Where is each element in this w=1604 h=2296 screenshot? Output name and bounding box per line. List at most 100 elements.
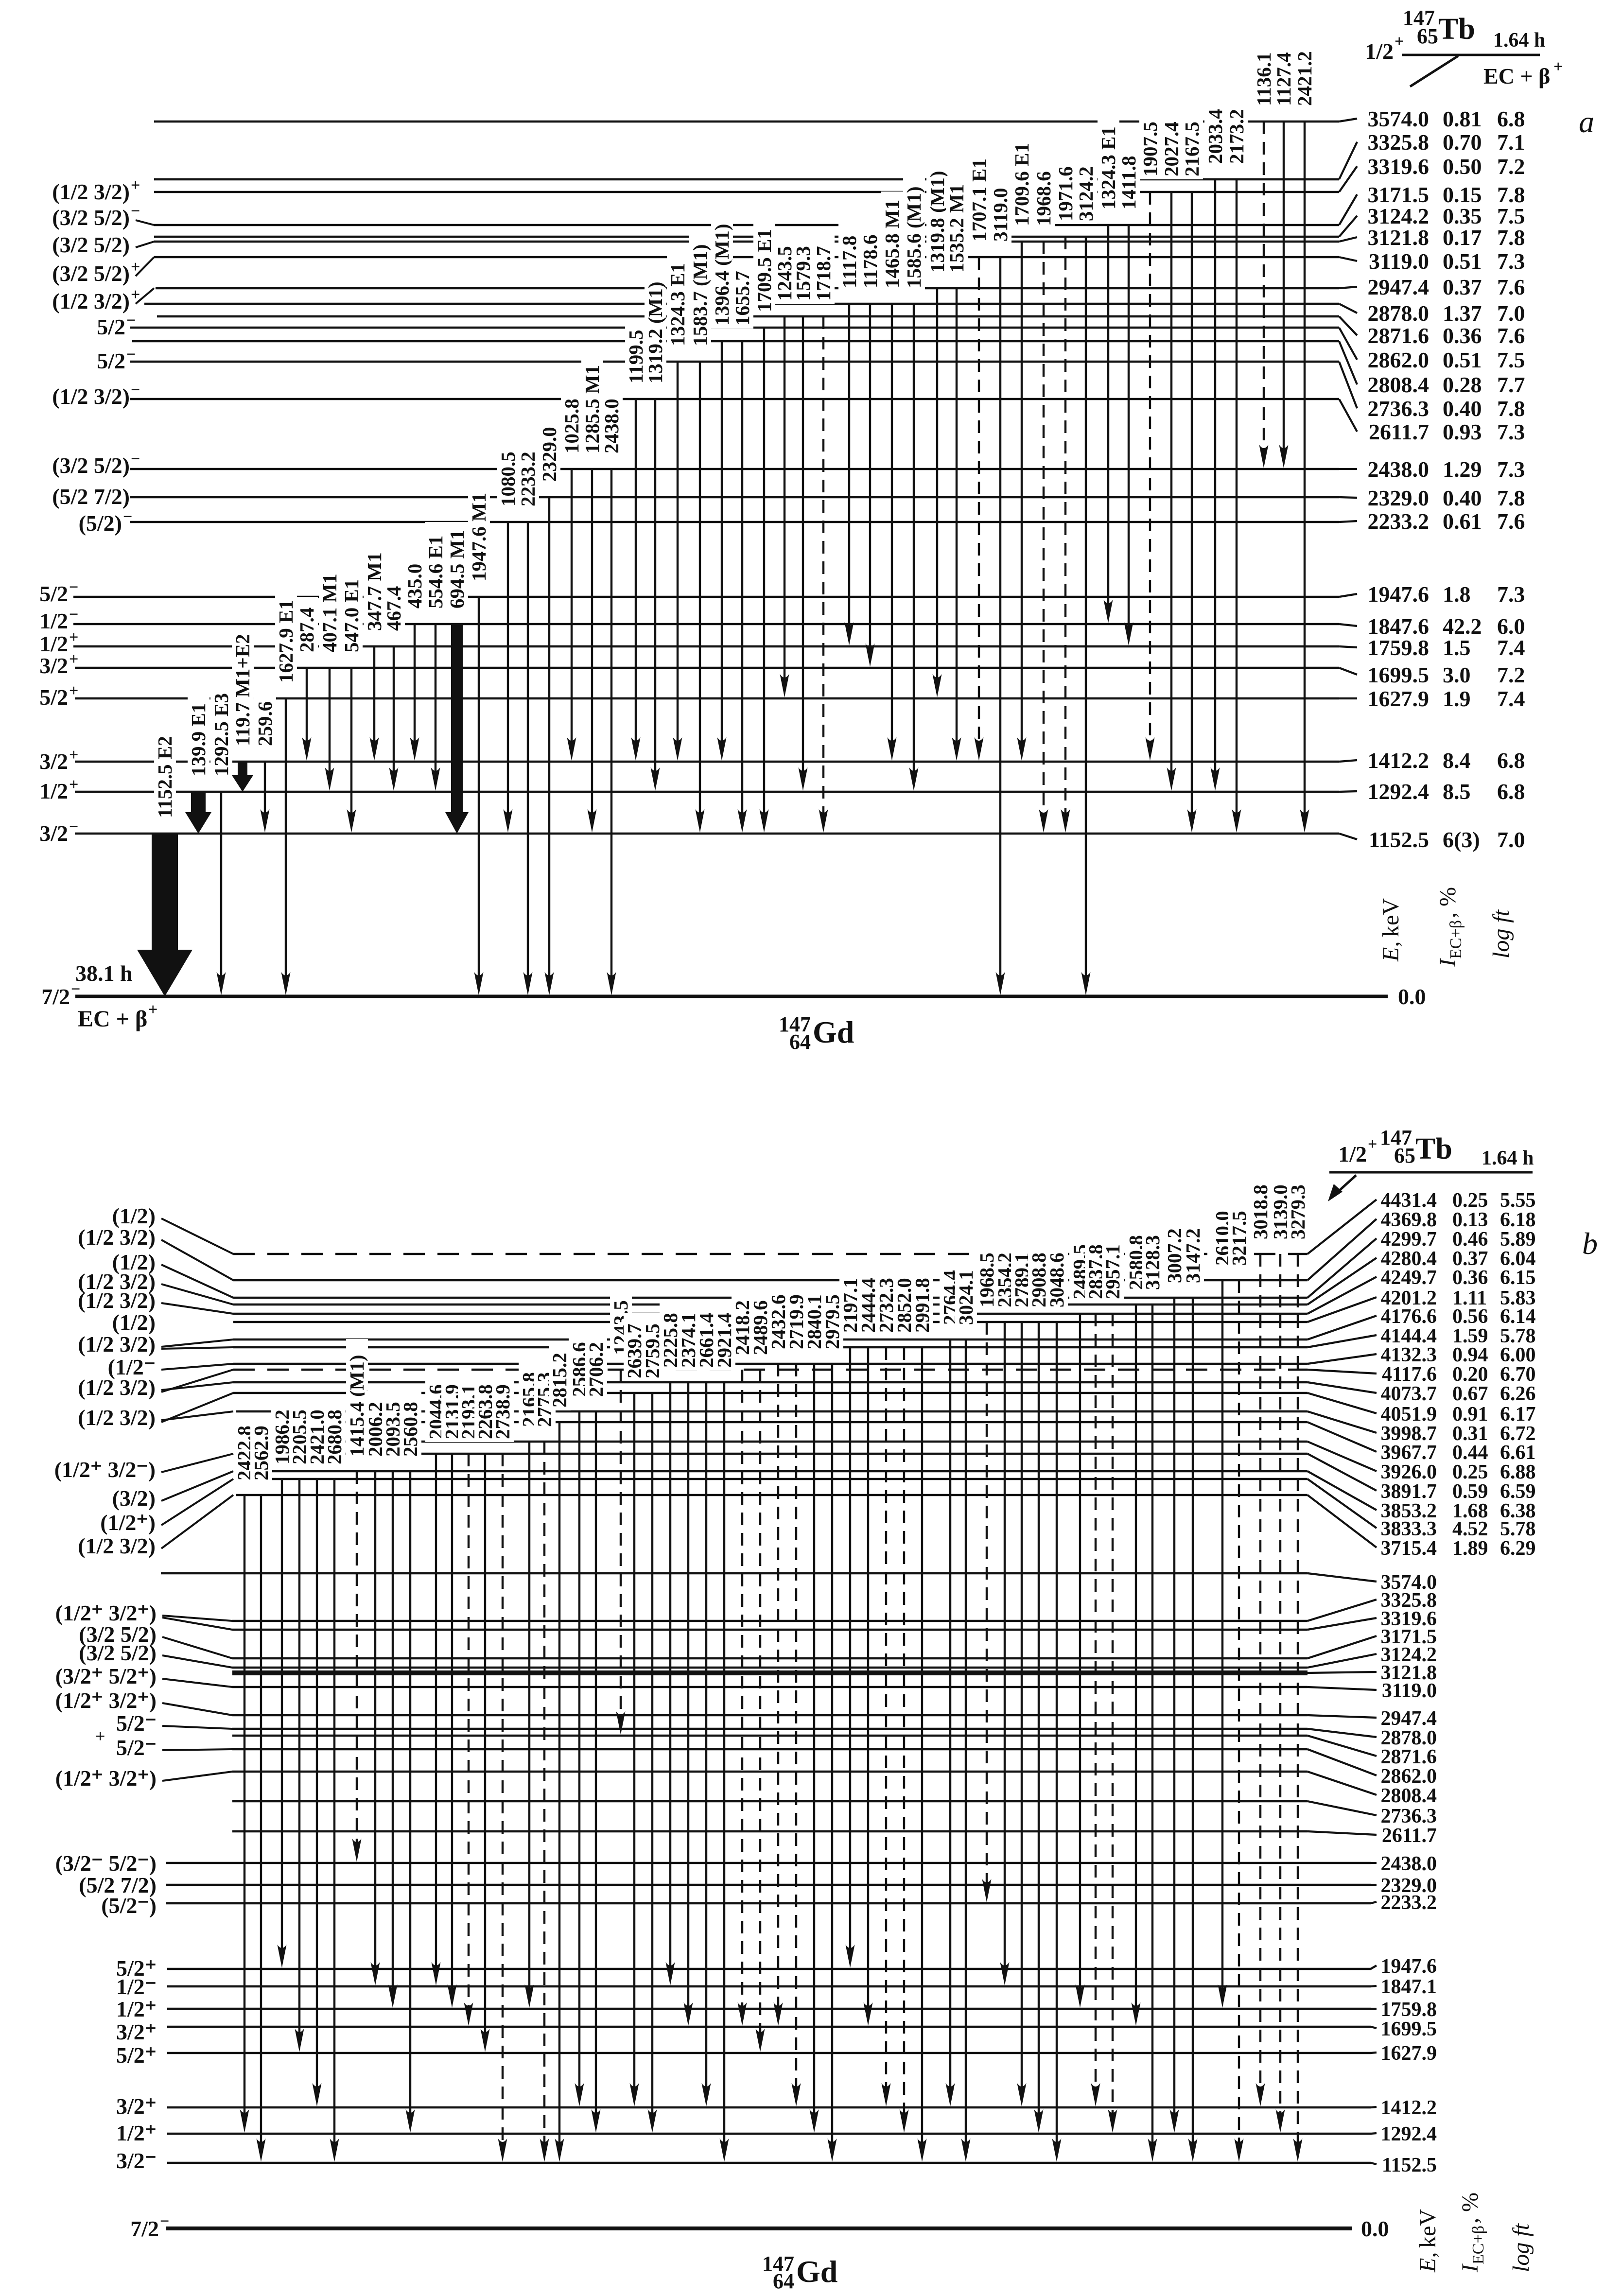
svg-text:2947.4: 2947.4 xyxy=(1368,275,1430,299)
svg-text:147: 147 xyxy=(779,1012,811,1036)
svg-text:1319.2 (M1): 1319.2 (M1) xyxy=(644,281,666,383)
svg-text:2808.4: 2808.4 xyxy=(1381,1785,1437,1807)
svg-text:2611.7: 2611.7 xyxy=(1382,1825,1437,1847)
svg-text:3715.4: 3715.4 xyxy=(1381,1537,1437,1560)
svg-text:(1/2 3/2): (1/2 3/2) xyxy=(78,1225,156,1250)
svg-text:1/2⁻: 1/2⁻ xyxy=(116,1974,157,1999)
svg-text:log ft: log ft xyxy=(1488,909,1514,958)
svg-text:2027.4: 2027.4 xyxy=(1160,122,1183,176)
svg-text:7.6: 7.6 xyxy=(1497,509,1525,534)
svg-text:2736.3: 2736.3 xyxy=(1381,1805,1437,1827)
svg-text:64: 64 xyxy=(789,1030,811,1054)
svg-text:1/2: 1/2 xyxy=(39,631,68,656)
svg-text:0.0: 0.0 xyxy=(1361,2216,1389,2241)
svg-text:a: a xyxy=(1579,104,1594,139)
svg-text:3926.0: 3926.0 xyxy=(1381,1461,1437,1483)
svg-text:Gd: Gd xyxy=(813,1015,854,1049)
svg-text:7.5: 7.5 xyxy=(1497,204,1525,228)
svg-text:(5/2 7/2): (5/2 7/2) xyxy=(52,484,130,509)
svg-text:3853.2: 3853.2 xyxy=(1381,1500,1437,1522)
svg-text:(1/2 3/2): (1/2 3/2) xyxy=(78,1533,156,1558)
svg-text:3/2: 3/2 xyxy=(39,821,68,846)
svg-text:1699.5: 1699.5 xyxy=(1368,662,1430,687)
svg-text:4431.4: 4431.4 xyxy=(1381,1189,1437,1212)
svg-text:1585.6 (M1): 1585.6 (M1) xyxy=(903,186,925,288)
svg-text:5/2⁺: 5/2⁺ xyxy=(116,1956,157,1981)
svg-text:3279.3: 3279.3 xyxy=(1287,1184,1309,1239)
svg-text:2957.1: 2957.1 xyxy=(1101,1244,1124,1299)
svg-text:3/2⁻: 3/2⁻ xyxy=(116,2148,157,2173)
svg-text:1968.6: 1968.6 xyxy=(1032,171,1055,226)
svg-text:1.64 h: 1.64 h xyxy=(1482,1147,1534,1169)
svg-text:4.52: 4.52 xyxy=(1452,1518,1488,1540)
svg-text:7.2: 7.2 xyxy=(1497,662,1525,687)
svg-text:0.91: 0.91 xyxy=(1452,1403,1488,1426)
svg-text:(3/2): (3/2) xyxy=(112,1486,156,1511)
svg-text:1243.5: 1243.5 xyxy=(773,246,796,301)
svg-text:0.37: 0.37 xyxy=(1452,1248,1488,1270)
svg-text:1847.1: 1847.1 xyxy=(1381,1976,1437,1998)
svg-text:7.8: 7.8 xyxy=(1497,486,1525,510)
svg-text:3967.7: 3967.7 xyxy=(1381,1442,1437,1464)
svg-text:3325.8: 3325.8 xyxy=(1381,1589,1437,1612)
svg-text:1/2: 1/2 xyxy=(39,609,68,633)
svg-text:7.8: 7.8 xyxy=(1497,225,1525,250)
svg-text:6.15: 6.15 xyxy=(1500,1267,1536,1289)
svg-text:7.8: 7.8 xyxy=(1497,396,1525,421)
svg-text:+: + xyxy=(131,176,140,194)
svg-text:1324.3 E1: 1324.3 E1 xyxy=(666,263,689,346)
svg-text:(1/2⁺ 3/2⁺): (1/2⁺ 3/2⁺) xyxy=(55,1600,157,1625)
svg-text:7.7: 7.7 xyxy=(1497,372,1525,397)
svg-text:42.2: 42.2 xyxy=(1443,614,1482,639)
svg-text:3319.6: 3319.6 xyxy=(1368,154,1430,179)
svg-text:Tb: Tb xyxy=(1438,13,1475,46)
svg-text:−: − xyxy=(160,2212,169,2230)
svg-text:5/2: 5/2 xyxy=(39,581,68,606)
svg-text:547.0 E1: 547.0 E1 xyxy=(340,579,363,652)
svg-text:2815.2: 2815.2 xyxy=(548,1353,571,1408)
svg-text:5.78: 5.78 xyxy=(1500,1325,1536,1347)
svg-text:7.1: 7.1 xyxy=(1497,130,1525,155)
svg-text:(1/2⁺ 3/2⁺): (1/2⁺ 3/2⁺) xyxy=(55,1688,157,1713)
svg-text:2871.6: 2871.6 xyxy=(1368,323,1430,348)
svg-text:(3/2 5/2): (3/2 5/2) xyxy=(79,1622,157,1647)
svg-text:1412.2: 1412.2 xyxy=(1381,2097,1437,2119)
svg-text:EC+β: EC+β xyxy=(1469,2226,1487,2264)
svg-text:0.81: 0.81 xyxy=(1443,106,1482,131)
svg-text:119.7 M1+E2: 119.7 M1+E2 xyxy=(231,634,254,746)
svg-text:259.6: 259.6 xyxy=(254,701,276,746)
svg-text:4249.7: 4249.7 xyxy=(1381,1267,1437,1289)
svg-text:0.13: 0.13 xyxy=(1452,1209,1488,1231)
svg-text:5.89: 5.89 xyxy=(1500,1228,1536,1251)
svg-text:1627.9: 1627.9 xyxy=(1368,686,1430,711)
svg-text:1324.3 E1: 1324.3 E1 xyxy=(1097,126,1119,209)
svg-text:log ft: log ft xyxy=(1508,2223,1534,2272)
svg-text:1709.6 E1: 1709.6 E1 xyxy=(1011,143,1033,226)
svg-text:6.88: 6.88 xyxy=(1500,1461,1536,1483)
svg-text:407.1 M1: 407.1 M1 xyxy=(318,574,341,652)
svg-text:3574.0: 3574.0 xyxy=(1368,106,1430,131)
svg-text:I: I xyxy=(1435,958,1461,967)
svg-text:−: − xyxy=(69,606,78,624)
svg-text:(1/2⁺): (1/2⁺) xyxy=(100,1510,156,1535)
svg-text:3048.6: 3048.6 xyxy=(1046,1252,1068,1307)
svg-text:0.35: 0.35 xyxy=(1443,204,1482,228)
svg-text:1.64 h: 1.64 h xyxy=(1493,29,1545,52)
svg-text:1.29: 1.29 xyxy=(1443,457,1482,482)
svg-text:Gd: Gd xyxy=(796,2254,837,2289)
svg-text:4117.6: 4117.6 xyxy=(1382,1363,1437,1386)
svg-text:1759.8: 1759.8 xyxy=(1368,635,1430,660)
svg-text:E,: E, xyxy=(1415,2252,1441,2273)
svg-text:(1/2): (1/2) xyxy=(112,1310,156,1335)
svg-text:(3/2 5/2): (3/2 5/2) xyxy=(52,453,130,478)
svg-text:1535.2 M1: 1535.2 M1 xyxy=(945,184,968,273)
svg-text:+: + xyxy=(95,1726,105,1746)
svg-text:2329.0: 2329.0 xyxy=(1381,1875,1437,1897)
svg-text:6.8: 6.8 xyxy=(1497,748,1525,773)
svg-text:0.51: 0.51 xyxy=(1443,348,1482,372)
svg-text:1.11: 1.11 xyxy=(1452,1287,1487,1309)
svg-text:0.61: 0.61 xyxy=(1443,509,1482,534)
svg-text:1152.5: 1152.5 xyxy=(1369,827,1429,852)
svg-text:3/2⁺: 3/2⁺ xyxy=(116,2094,157,2119)
svg-text:keV: keV xyxy=(1415,2209,1441,2248)
